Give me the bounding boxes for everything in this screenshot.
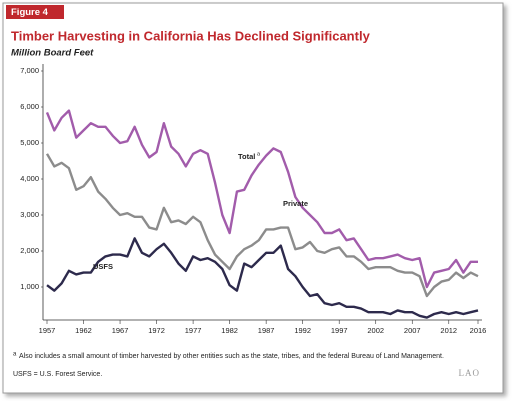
x-tick-label: 1967 [112,326,129,335]
series-label: Private [283,199,308,208]
chart-subtitle: Million Board Feet [11,48,94,59]
series-footnote-marker: a [257,151,261,157]
x-tick-label: 2016 [470,326,487,335]
x-tick-label: 1957 [39,326,56,335]
chart-title: Timber Harvesting in California Has Decl… [11,28,371,43]
x-tick-label: 2002 [367,326,384,335]
logo: LAO [459,368,481,378]
x-tick-label: 2007 [404,326,421,335]
x-tick-label: 1972 [148,326,165,335]
figure-label-box [6,5,64,19]
x-tick-label: 2012 [440,326,457,335]
y-tick-label: 5,000 [20,138,39,147]
figure-label: Figure 4 [11,7,49,18]
y-tick-label: 2,000 [20,246,39,255]
y-tick-label: 1,000 [20,282,39,291]
x-tick-label: 1982 [221,326,238,335]
y-tick-label: 3,000 [20,210,39,219]
note: USFS = U.S. Forest Service. [13,371,102,378]
series-line [45,153,479,298]
x-tick-label: 1987 [258,326,275,335]
y-tick-label: 7,000 [20,66,39,75]
series-line [46,237,479,319]
series-label: USFS [93,262,113,271]
y-tick-label: 4,000 [20,174,39,183]
frame [2,2,504,394]
x-tick-label: 1992 [294,326,311,335]
footnote: Also includes a small amount of timber h… [19,353,444,360]
series-line [45,109,478,289]
x-tick-label: 1997 [331,326,348,335]
series-label: Total [238,152,255,161]
x-tick-label: 1977 [185,326,202,335]
x-tick-label: 1962 [75,326,92,335]
footnote-marker: a [13,352,17,358]
y-tick-label: 6,000 [20,102,39,111]
